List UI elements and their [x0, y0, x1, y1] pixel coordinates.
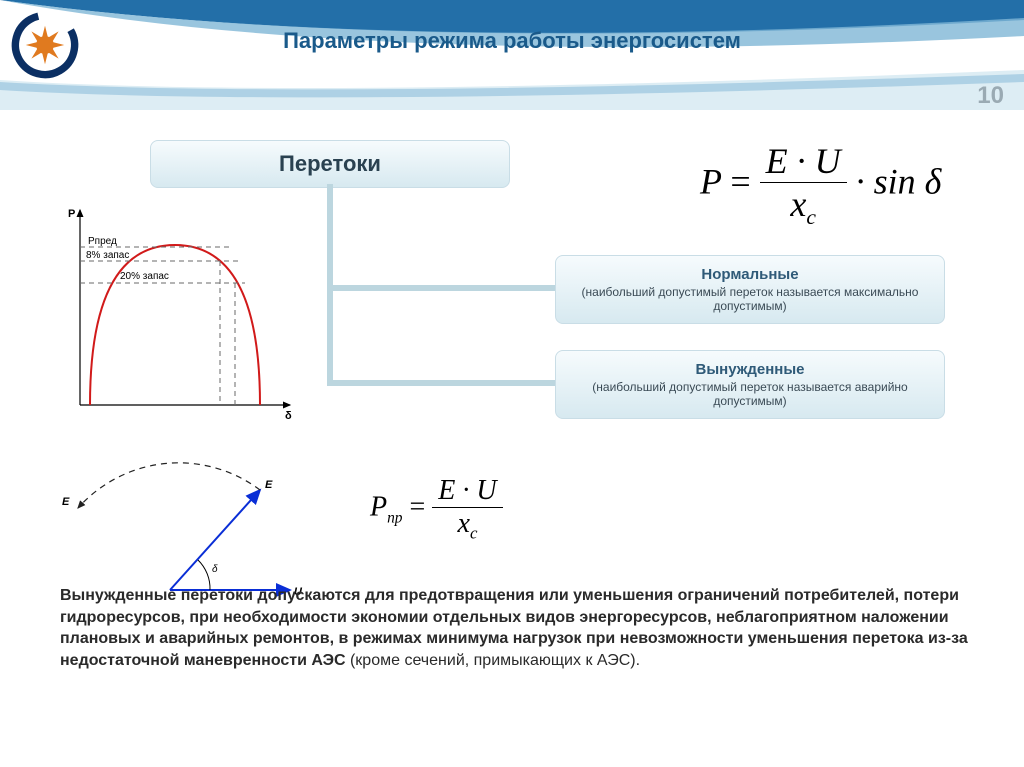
page-title: Параметры режима работы энергосистем [0, 28, 1024, 54]
header-ribbon [0, 0, 1024, 110]
page-number: 10 [977, 82, 1004, 110]
formula-den: x [790, 184, 806, 224]
power-angle-chart: P δ Pпред 8% запас 20% запас [60, 205, 300, 435]
body-normal: (кроме сечений, примыкающих к АЭС). [350, 652, 640, 669]
connector [327, 184, 333, 384]
connector [327, 380, 555, 386]
sub2-desc: (наибольший допустимый переток называетс… [570, 380, 930, 408]
formula-power: P = E · U xc · sin δ [700, 140, 941, 230]
formula-num: E · U [760, 140, 847, 183]
margin-label-2: 20% запас [120, 271, 169, 282]
formula2-lhs: P [370, 492, 387, 523]
phasor-angle-label: δ [212, 564, 218, 575]
formula2-den: x [458, 508, 470, 539]
sub2-title: Вынужденные [570, 361, 930, 378]
formula2-num: E · U [432, 475, 502, 508]
formula-den-sub: c [806, 205, 816, 229]
hierarchy-sub-box-1: Нормальные (наибольший допустимый перето… [555, 255, 945, 324]
formula2-den-sub: c [470, 524, 477, 543]
phasor-e-label: E [265, 479, 273, 491]
hierarchy-root-box: Перетоки [150, 140, 510, 188]
ribbon-decor [0, 0, 1024, 110]
formula-lhs: P [700, 161, 721, 201]
hierarchy-sub-box-2: Вынужденные (наибольший допустимый перет… [555, 350, 945, 419]
sub1-title: Нормальные [570, 266, 930, 283]
sub1-desc: (наибольший допустимый переток называетс… [570, 285, 930, 313]
x-axis-label: δ [285, 410, 292, 422]
formula-tail: · sin δ [856, 161, 942, 201]
phasor-e-moving-label: E [62, 496, 70, 508]
formula-limit: Pпр = E · U xc [370, 475, 503, 544]
hierarchy-root-label: Перетоки [279, 151, 381, 176]
margin-label-1: 8% запас [86, 250, 129, 261]
formula2-lhs-sub: пр [387, 509, 402, 526]
limit-label: Pпред [88, 236, 117, 247]
body-paragraph: Вынужденные перетоки допускаются для пре… [60, 585, 984, 671]
connector [327, 285, 555, 291]
y-axis-label: P [68, 208, 75, 220]
